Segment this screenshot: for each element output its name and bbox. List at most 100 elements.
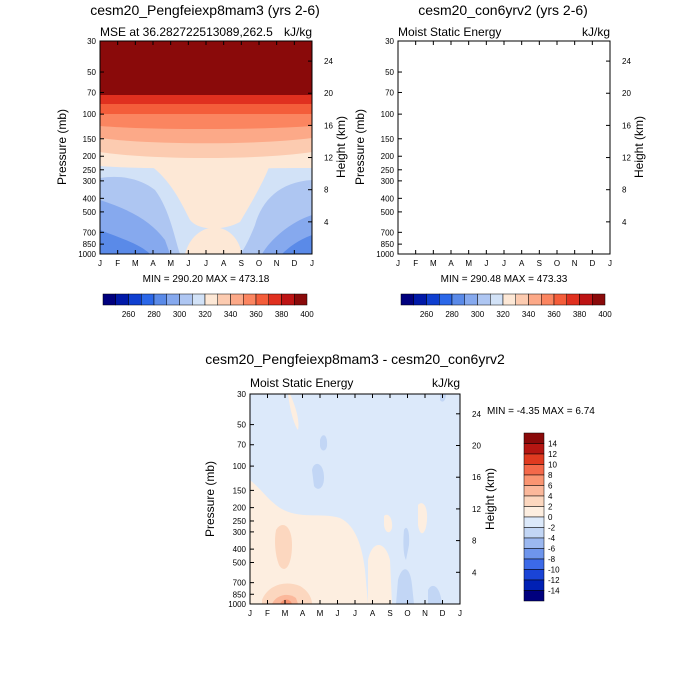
panel-3-band-surface-warm2: [272, 594, 298, 604]
panel-3-colorbar-swatch: [523, 558, 545, 570]
panel-2-colorbar-swatch: [477, 293, 491, 306]
panel-1-colorbar-label: 260: [122, 310, 136, 319]
panel-3-y2-tick-label: 12: [472, 505, 481, 514]
panel-3-x-tick-label: J: [336, 609, 340, 618]
panel-1-colorbar-label: 340: [224, 310, 238, 319]
panel-3-y-tick-label: 700: [233, 579, 247, 588]
panel-2-y-tick-label: 850: [381, 240, 395, 249]
panel-2-band-lowright2: [580, 235, 610, 254]
panel-2-x-tick-label: O: [554, 259, 560, 268]
panel-2-colorbar-label: 260: [420, 310, 434, 319]
panel-3-y-tick-label: 70: [237, 441, 246, 450]
panel-3-x-tick-label: D: [440, 609, 446, 618]
panel-1-band-lowleft2: [100, 230, 150, 254]
panel-3-y-tick-label: 250: [233, 517, 247, 526]
panel-1-colorbar-swatch: [281, 293, 295, 306]
panel-2-x-tick-label: N: [572, 259, 578, 268]
panel-2-colorbar-label: 320: [496, 310, 510, 319]
panel-3-y-tick-label: 500: [233, 558, 247, 567]
panel-3-y-tick-label: 30: [237, 390, 246, 399]
panel-3-colorbar-swatch: [523, 443, 545, 455]
panel-1-colorbar-swatch: [115, 293, 129, 306]
panel-1-band-390: [100, 93, 312, 104]
panel-2-x-tick-label: J: [502, 259, 506, 268]
panel-1-colorbar-swatch: [192, 293, 206, 306]
panel-1-colorbar-label: 400: [300, 310, 314, 319]
panel-3-colorbar-label: -12: [548, 576, 560, 585]
panel-3-colorbar-swatch: [523, 432, 545, 444]
panel-1-band-top: [100, 41, 312, 95]
panel-3-left-label: Moist Static Energy: [250, 376, 353, 390]
panel-1-y-tick-label: 250: [83, 166, 97, 175]
panel-2-band-370: [398, 112, 610, 129]
panel-2-ylabel: Pressure (mb): [353, 109, 367, 185]
panel-3-y-tick-label: 400: [233, 545, 247, 554]
panel-2-y2-tick-label: 8: [622, 186, 627, 195]
panel-2-colorbar-swatch: [490, 293, 504, 306]
panel-1-colorbar-swatch: [102, 293, 116, 306]
panel-1-left-label: MSE at 36.282722513089,262.5: [100, 25, 273, 39]
panel-1-colorbar-swatch: [217, 293, 231, 306]
panel-2-y2-tick-label: 20: [622, 89, 631, 98]
panel-3-y-tick-label: 50: [237, 421, 246, 430]
panel-3-x-tick-label: F: [265, 609, 270, 618]
panel-1-band-lowright2: [282, 235, 312, 254]
panel-3-contour-fill: [250, 394, 460, 604]
panel-2-x-tick-label: S: [537, 259, 542, 268]
panel-1-x-tick-label: N: [274, 259, 280, 268]
panel-3-colorbar-label: 8: [548, 471, 553, 480]
panel-3-band-cool-e: [428, 585, 442, 604]
panel-3-y2-tick-label: 20: [472, 442, 481, 451]
panel-3-y-tick-label: 1000: [228, 600, 246, 609]
panel-3-band-warm-col: [368, 545, 392, 604]
panel-2-y-tick-label: 30: [385, 37, 394, 46]
panel-3-x-tick-label: N: [422, 609, 428, 618]
panel-3-y2-tick-label: 8: [472, 537, 477, 546]
panel-2-y2-tick-label: 24: [622, 57, 631, 66]
panel-2-x-tick-label: F: [413, 259, 418, 268]
panel-1-x-tick-label: J: [98, 259, 102, 268]
panel-1-y2-tick-label: 16: [324, 121, 333, 130]
panel-3-colorbar-swatch: [523, 569, 545, 581]
panel-1-x-tick-label: F: [115, 259, 120, 268]
panel-3-colorbar-swatch: [523, 453, 545, 465]
panel-1-band-380: [100, 102, 312, 114]
panel-3-colorbar-label: -4: [548, 534, 556, 543]
panel-3-colorbar-swatch: [523, 527, 545, 539]
panel-2-band-surface-warm: [483, 227, 540, 254]
panel-3-band-surface-warm3: [280, 599, 292, 604]
panel-3-y-tick-label: 200: [233, 504, 247, 513]
panel-2-y2-tick-label: 16: [622, 121, 631, 130]
panel-1-y2-tick-label: 24: [324, 57, 333, 66]
panel-1-y-tick-label: 850: [83, 240, 97, 249]
panel-3-colorbar-swatch: [523, 495, 545, 507]
panel-1-colorbar-swatch: [153, 293, 167, 306]
panel-3-y-tick-label: 850: [233, 590, 247, 599]
panel-1-colorbar-label: 280: [147, 310, 161, 319]
panel-3-band-cool-b: [320, 435, 328, 451]
panel-2-title: cesm20_con6yrv2 (yrs 2-6): [418, 2, 588, 18]
panel-2-y-tick-label: 70: [385, 88, 394, 97]
panel-2-x-tick-label: J: [608, 259, 612, 268]
panel-1-y-tick-label: 200: [83, 152, 97, 161]
panel-2-colorbar-swatch: [541, 293, 555, 306]
panel-3-band-cool-a: [312, 463, 324, 489]
panel-3-y-tick-label: 150: [233, 486, 247, 495]
panel-1-colorbar-label: 320: [198, 310, 212, 319]
panel-2-frame: [397, 40, 611, 255]
panel-2-y2-tick-label: 4: [622, 218, 627, 227]
panel-1-title: cesm20_Pengfeiexp8mam3 (yrs 2-6): [90, 2, 320, 18]
panel-2-colorbar-swatch: [592, 293, 606, 306]
panel-1-colorbar-label: 360: [249, 310, 263, 319]
panel-1-y2-tick-label: 4: [324, 218, 329, 227]
panel-2-band-base: [398, 41, 610, 254]
panel-3-x-tick-label: S: [387, 609, 392, 618]
panel-1-x-tick-label: M: [132, 259, 139, 268]
panel-1: cesm20_Pengfeiexp8mam3 (yrs 2-6) MSE at …: [55, 2, 348, 319]
panel-3-band-cool-d: [403, 527, 410, 560]
panel-1-band-370: [100, 112, 312, 129]
panel-3-x-tick-label: A: [300, 609, 306, 618]
panel-3-band-warm-lower: [250, 480, 368, 604]
panel-1-stats: MIN = 290.20 MAX = 473.18: [143, 274, 270, 285]
